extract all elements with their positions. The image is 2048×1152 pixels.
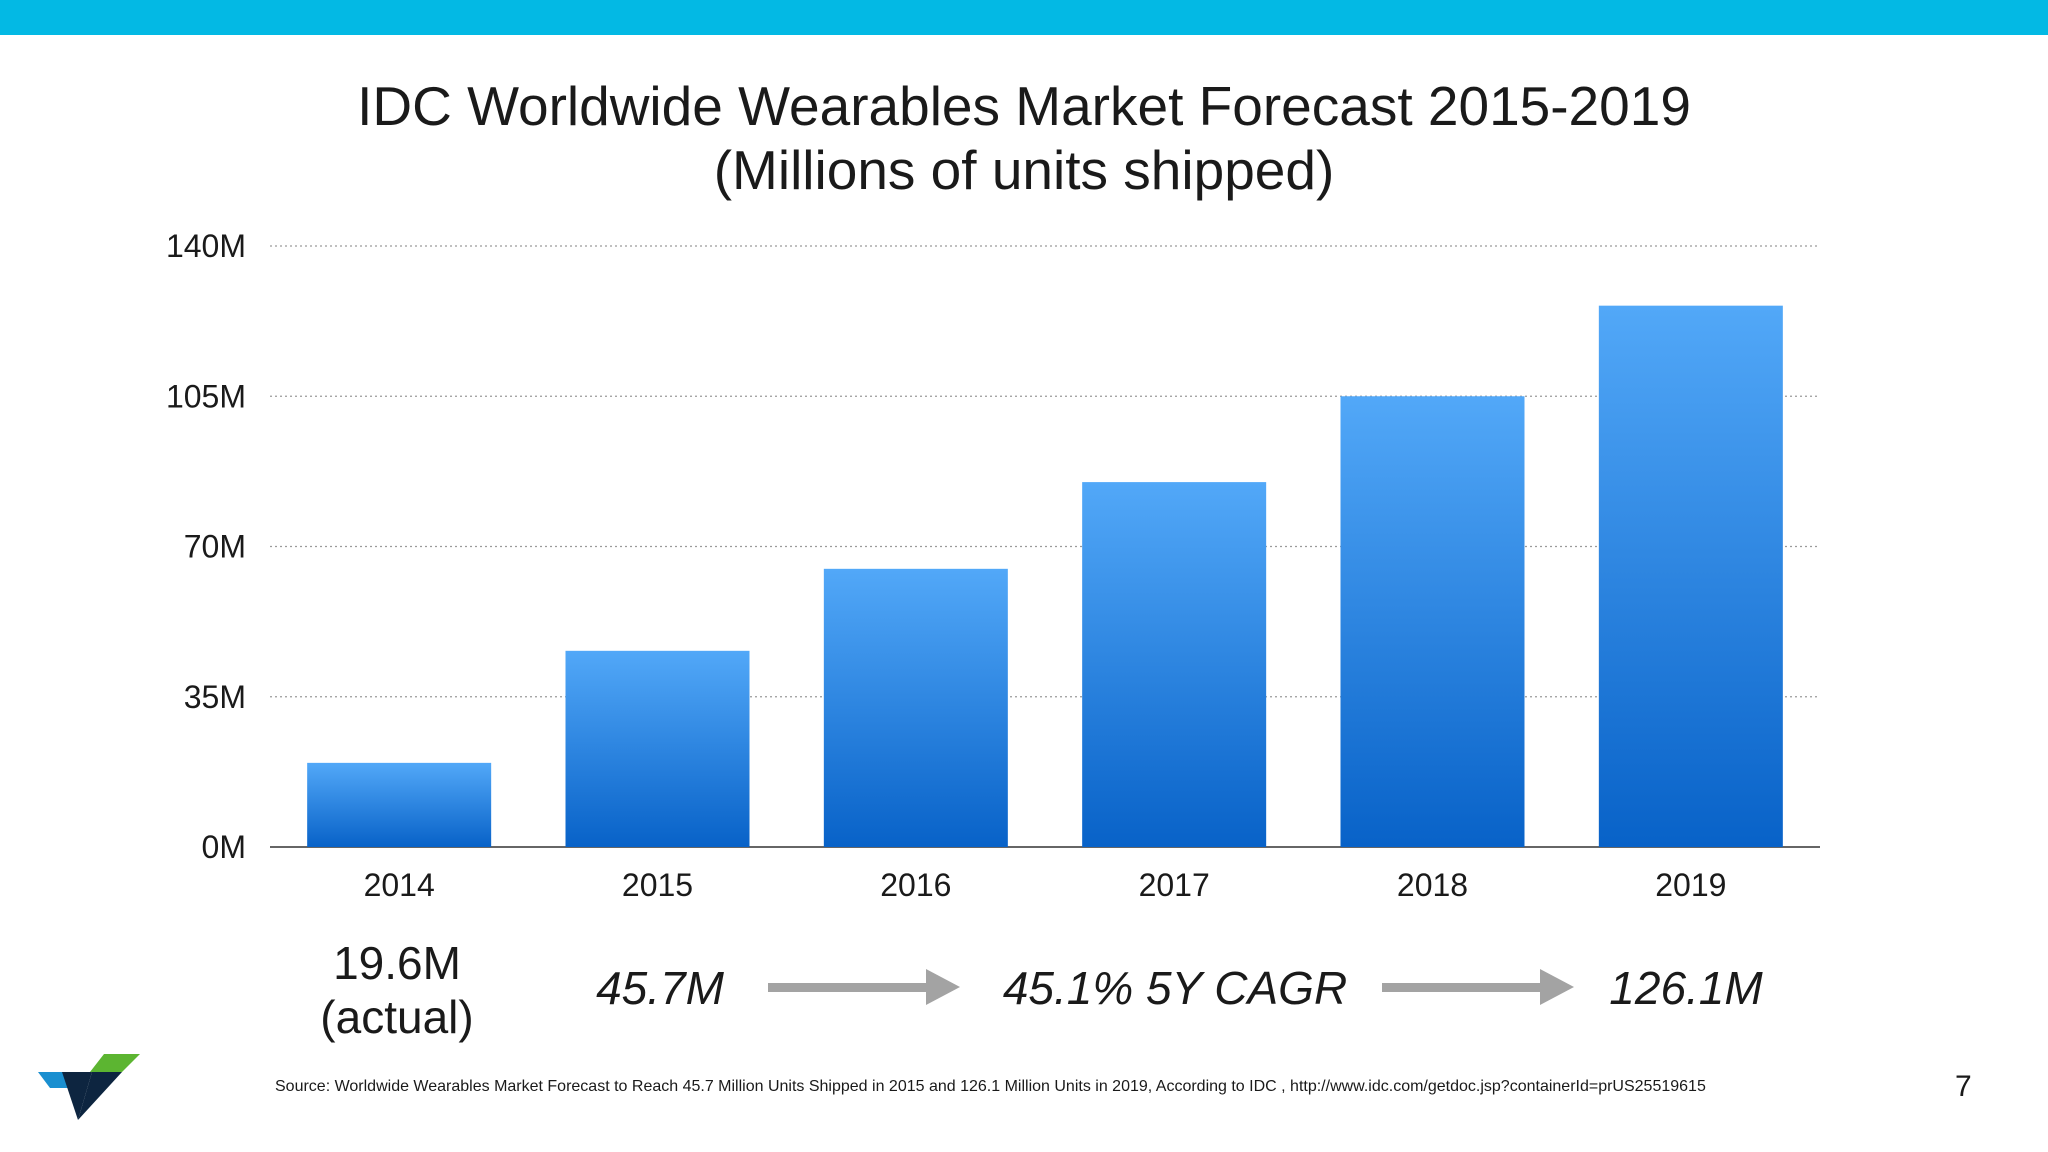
x-tick-label: 2014 [364, 867, 435, 903]
end-value-annotation: 126.1M [1609, 962, 1763, 1014]
y-tick-label: 35M [184, 679, 246, 715]
company-logo-icon [38, 1054, 140, 1120]
arrow-right-icon [768, 967, 960, 1007]
arrow-right-icon [1382, 967, 1574, 1007]
bar-2016 [823, 568, 1008, 847]
y-tick-label: 0M [202, 829, 246, 865]
bar-2019 [1598, 305, 1783, 847]
y-tick-label: 70M [184, 529, 246, 565]
x-tick-label: 2018 [1397, 867, 1468, 903]
cagr-annotation: 45.1% 5Y CAGR [1002, 962, 1348, 1014]
y-tick-label: 105M [166, 378, 246, 414]
y-tick-label: 140M [166, 228, 246, 264]
x-tick-label: 2015 [622, 867, 693, 903]
x-tick-label: 2016 [880, 867, 951, 903]
chart-title: IDC Worldwide Wearables Market Forecast … [0, 74, 2048, 202]
actual-2014-annotation: 19.6M (actual) [320, 936, 473, 1044]
bar-2014 [307, 762, 492, 847]
bar-2017 [1082, 482, 1267, 847]
x-tick-label: 2019 [1655, 867, 1726, 903]
start-value-annotation: 45.7M [596, 962, 724, 1014]
top-accent-bar [0, 0, 2048, 35]
actual-value: 19.6M [333, 937, 461, 989]
bar-chart: 0M 35M 70M 105M 140M 2014 2015 2016 2017 2018 2019 [166, 228, 1820, 903]
chart-title-line-2: (Millions of units shipped) [713, 139, 1335, 201]
chart-title-line-1: IDC Worldwide Wearables Market Forecast … [357, 75, 1691, 137]
page-number: 7 [1955, 1070, 1972, 1103]
source-citation: Source: Worldwide Wearables Market Forec… [275, 1078, 1706, 1095]
bar-2018 [1340, 396, 1525, 847]
x-tick-label: 2017 [1139, 867, 1210, 903]
bar-2015 [565, 650, 750, 847]
actual-label: (actual) [320, 991, 474, 1043]
